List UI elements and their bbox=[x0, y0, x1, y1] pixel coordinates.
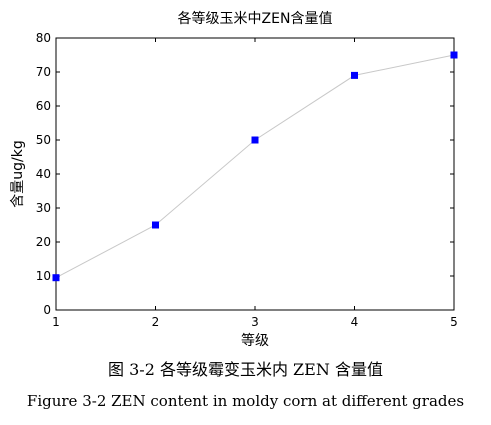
data-point bbox=[251, 136, 259, 144]
y-tick-label: 70 bbox=[36, 65, 51, 79]
x-tick-label: 3 bbox=[251, 315, 259, 329]
data-point bbox=[52, 274, 60, 282]
y-axis-label: 含量ug/kg bbox=[10, 140, 26, 207]
x-tick-label: 1 bbox=[52, 315, 60, 329]
x-tick-label: 5 bbox=[450, 315, 458, 329]
y-tick-label: 60 bbox=[36, 99, 51, 113]
data-point bbox=[351, 71, 358, 79]
x-axis-label: 等级 bbox=[241, 332, 269, 349]
figure-caption-english: Figure 3-2 ZEN content in moldy corn at … bbox=[26, 392, 465, 410]
y-tick-label: 0 bbox=[43, 303, 51, 317]
y-axis: 0 10 20 30 40 50 60 70 80 bbox=[36, 31, 454, 317]
data-point bbox=[152, 221, 159, 229]
data-point bbox=[450, 51, 458, 59]
plot-area bbox=[55, 37, 455, 311]
y-tick-label: 50 bbox=[36, 133, 51, 147]
y-tick-label: 20 bbox=[36, 235, 51, 249]
x-tick-label: 2 bbox=[152, 315, 160, 329]
figure-caption-chinese: 图 3-2 各等级霉变玉米内 ZEN 含量值 bbox=[108, 360, 383, 379]
chart-title: 各等级玉米中ZEN含量值 bbox=[178, 10, 333, 27]
data-series bbox=[52, 51, 458, 282]
x-tick-label: 4 bbox=[351, 315, 359, 329]
x-axis: 1 2 3 4 5 bbox=[52, 38, 458, 329]
y-tick-label: 40 bbox=[36, 167, 51, 181]
y-tick-label: 80 bbox=[36, 31, 51, 45]
y-tick-label: 30 bbox=[36, 201, 51, 215]
y-tick-label: 10 bbox=[36, 269, 51, 283]
